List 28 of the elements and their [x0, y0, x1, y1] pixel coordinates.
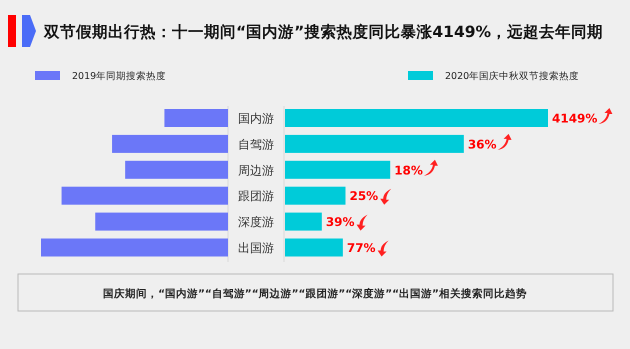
bar	[164, 109, 228, 127]
bar	[125, 160, 228, 179]
y-tick-label: 跟团游	[238, 189, 274, 204]
bar	[41, 238, 228, 256]
y-tick-label: 自驾游	[238, 137, 274, 152]
bar	[112, 134, 228, 153]
annotation: 25%	[349, 189, 378, 204]
bar	[285, 186, 346, 205]
bar	[285, 134, 464, 153]
bar	[95, 212, 228, 231]
annotation: 36%	[468, 137, 497, 152]
text: 国庆期间，“国内游”“自驾游”“周边游”“跟团游”“深度游”“出国游”相关搜索同比趋势	[103, 287, 527, 300]
annotation: 18%	[394, 163, 423, 178]
bar	[62, 186, 228, 205]
y-tick-label: 出国游	[238, 241, 274, 255]
y-tick-label: 周边游	[238, 163, 274, 178]
bar	[285, 160, 390, 179]
bar	[285, 109, 548, 127]
annotation: 77%	[346, 241, 376, 255]
legend-label: 2020年国庆中秋双节搜索热度	[445, 70, 580, 82]
annotation: 39%	[326, 215, 355, 230]
bar	[285, 238, 343, 256]
legend-label: 2019年同期搜索热度	[72, 70, 166, 82]
text: 双节假期出行热：十一期间“国内游”搜索热度同比暴涨4149%，远超去年同期	[43, 22, 604, 41]
bar	[285, 212, 322, 231]
y-tick-label: 深度游	[238, 215, 274, 230]
text: 4149%	[552, 112, 598, 126]
y-tick-label: 国内游	[238, 112, 274, 126]
